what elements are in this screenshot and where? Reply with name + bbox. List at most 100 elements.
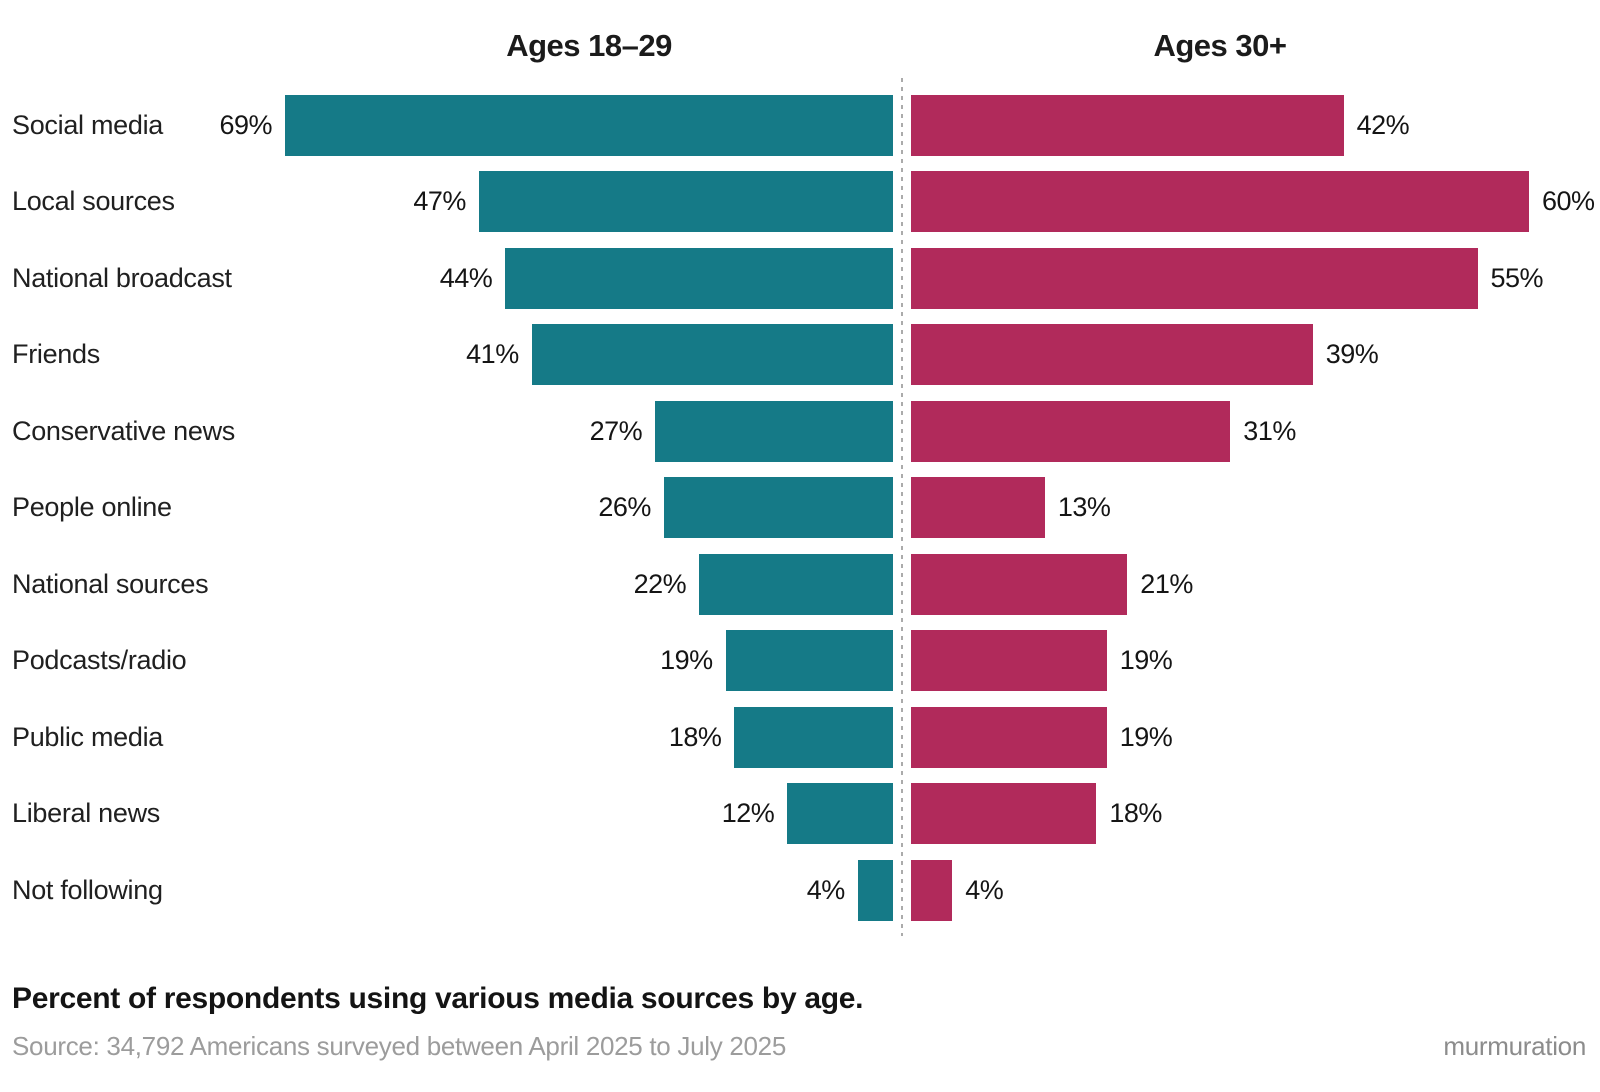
divider-gap (893, 401, 911, 462)
left-panel: 22% (285, 553, 893, 615)
right-value-label: 18% (1109, 798, 1162, 829)
category-label: People online (12, 492, 172, 523)
right-bar (911, 94, 1344, 156)
right-value-label: 60% (1542, 186, 1595, 217)
chart-row: Local sources 47% 60% (0, 164, 1600, 241)
category-label: Liberal news (12, 798, 160, 829)
left-bar (663, 477, 893, 539)
right-bar (911, 553, 1128, 615)
left-value-label: 19% (660, 645, 713, 676)
left-panel: 26% (285, 477, 893, 539)
left-bar (505, 247, 893, 309)
chart-row: Not following 4% 4% (0, 852, 1600, 929)
chart-row: National sources 22% 21% (0, 546, 1600, 623)
right-bar (911, 783, 1097, 845)
divider-gap (893, 630, 911, 691)
right-bar (911, 706, 1107, 768)
left-panel: 47% (285, 171, 893, 233)
left-panel: 18% (285, 706, 893, 768)
category-label: Not following (12, 874, 163, 905)
right-panel: 19% (911, 706, 1600, 768)
left-value-label: 44% (439, 262, 493, 293)
category-label: Public media (12, 721, 163, 752)
source-note: Source: 34,792 Americans surveyed betwee… (12, 1031, 786, 1061)
left-value-label: 12% (721, 798, 775, 829)
left-value-label: 69% (219, 109, 272, 140)
chart-row: People online 26% 13% (0, 470, 1600, 547)
divider-gap (893, 171, 911, 232)
chart-rows: Social media 69% 42% Local sources 47% 6… (0, 87, 1600, 929)
left-panel: 12% (285, 783, 893, 845)
brand-mark: murmuration (1443, 1031, 1586, 1061)
left-panel: 69% (219, 94, 893, 156)
chart-row: Social media 69% 42% (0, 87, 1600, 164)
right-panel: 39% (911, 324, 1600, 386)
category-label: Podcasts/radio (12, 645, 187, 676)
divider-gap (893, 95, 911, 156)
right-value-label: 55% (1490, 262, 1544, 293)
right-bar (911, 171, 1529, 233)
chart-row: Liberal news 12% 18% (0, 776, 1600, 853)
divider-gap (893, 860, 911, 921)
right-panel: 31% (911, 400, 1600, 462)
chart-row: Podcasts/radio 19% 19% (0, 623, 1600, 700)
left-value-label: 47% (413, 186, 466, 217)
left-bar (734, 706, 893, 768)
right-value-label: 19% (1119, 721, 1173, 752)
left-bar (478, 171, 893, 233)
left-bar (699, 553, 893, 615)
divider-gap (893, 707, 911, 768)
right-panel: 18% (911, 783, 1600, 845)
left-bar (655, 400, 893, 462)
right-value-label: 19% (1119, 645, 1173, 676)
right-bar (911, 477, 1045, 539)
right-panel: 13% (911, 477, 1600, 539)
left-panel: 44% (285, 247, 893, 309)
right-value-label: 13% (1057, 492, 1111, 523)
left-panel: 41% (285, 324, 893, 386)
column-title-ages-30-plus: Ages 30+ (1153, 28, 1287, 63)
left-value-label: 22% (633, 568, 687, 599)
right-panel: 4% (911, 859, 1600, 921)
category-label: Conservative news (12, 415, 236, 446)
divider-gap (893, 477, 911, 538)
right-bar (911, 630, 1107, 692)
right-value-label: 39% (1325, 339, 1379, 370)
right-bar (911, 324, 1313, 386)
right-bar (911, 400, 1231, 462)
right-panel: 60% (911, 171, 1600, 233)
category-label: National sources (12, 568, 209, 599)
right-bar (911, 859, 953, 921)
right-value-label: 21% (1140, 568, 1193, 599)
category-label: Local sources (12, 186, 175, 217)
right-value-label: 42% (1356, 109, 1410, 140)
right-panel: 55% (911, 247, 1600, 309)
right-panel: 19% (911, 630, 1600, 692)
right-panel: 21% (911, 553, 1600, 615)
left-bar (725, 630, 893, 692)
right-value-label: 4% (965, 874, 1004, 905)
right-value-label: 31% (1243, 415, 1296, 446)
left-value-label: 4% (806, 874, 846, 905)
left-panel: 19% (285, 630, 893, 692)
left-value-label: 41% (466, 339, 519, 370)
divider-gap (893, 324, 911, 385)
left-bar (531, 324, 893, 386)
right-bar (911, 247, 1478, 309)
left-bar (787, 783, 893, 845)
column-title-ages-18-29: Ages 18–29 (506, 28, 672, 63)
category-label: Social media (12, 109, 163, 140)
left-panel: 4% (285, 859, 893, 921)
left-bar (857, 859, 893, 921)
chart-row: Conservative news 27% 31% (0, 393, 1600, 470)
divider-gap (893, 248, 911, 309)
category-label: National broadcast (12, 262, 232, 293)
axis-divider (901, 78, 903, 936)
chart-row: Friends 41% 39% (0, 317, 1600, 394)
chart-row: Public media 18% 19% (0, 699, 1600, 776)
divider-gap (893, 783, 911, 844)
chart-row: National broadcast 44% 55% (0, 240, 1600, 317)
left-value-label: 27% (589, 415, 643, 446)
category-label: Friends (12, 339, 100, 370)
